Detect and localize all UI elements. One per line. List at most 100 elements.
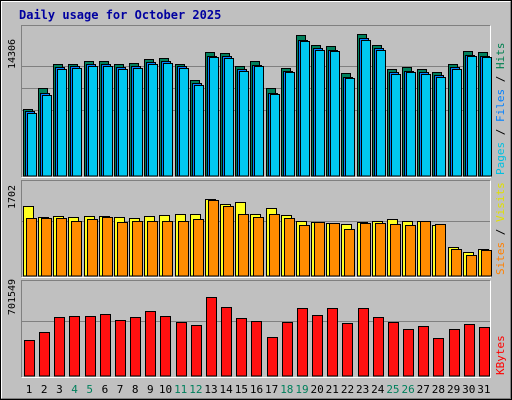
x-tick-label: 18 xyxy=(280,383,293,396)
bar-hits-pages-day-30 xyxy=(467,56,477,177)
bar-hits-pages-day-11 xyxy=(179,68,189,177)
x-tick-label: 16 xyxy=(250,383,263,396)
bar-kbytes-kbytes-day-28 xyxy=(433,338,444,377)
bar-sites-sites-day-31 xyxy=(481,250,492,277)
bar-sites-sites-day-29 xyxy=(451,249,462,277)
bar-sites-sites-day-23 xyxy=(360,223,371,277)
bar-kbytes-kbytes-day-16 xyxy=(251,321,262,377)
x-tick-label: 25 xyxy=(386,383,399,396)
bar-kbytes-kbytes-day-11 xyxy=(176,322,187,377)
bar-sites-sites-day-3 xyxy=(56,218,67,277)
bar-kbytes-kbytes-day-7 xyxy=(115,320,126,377)
bar-hits-pages-day-29 xyxy=(452,69,462,177)
x-tick-label: 23 xyxy=(356,383,369,396)
x-tick-label: 13 xyxy=(204,383,217,396)
bar-hits-pages-day-28 xyxy=(436,77,446,177)
bar-hits-pages-day-1 xyxy=(27,113,37,177)
plot-bevel-dark xyxy=(21,180,491,278)
x-tick-label: 6 xyxy=(102,383,109,396)
bar-kbytes-kbytes-day-14 xyxy=(221,307,232,377)
plot-bevel-light xyxy=(21,180,491,278)
x-tick-label: 1 xyxy=(26,383,33,396)
bar-hits-pages-day-20 xyxy=(315,50,325,177)
panel-kbytes: 701549 KBytes xyxy=(7,279,507,378)
bar-sites-sites-day-15 xyxy=(238,214,249,277)
bar-hits-pages-day-10 xyxy=(163,63,173,177)
x-tick-label: 2 xyxy=(41,383,48,396)
x-tick-label: 31 xyxy=(477,383,490,396)
bar-kbytes-kbytes-day-13 xyxy=(206,297,217,377)
x-tick-label: 4 xyxy=(71,383,78,396)
legend-item: Sites xyxy=(494,242,507,275)
bar-kbytes-kbytes-day-6 xyxy=(100,314,111,377)
bar-sites-sites-day-13 xyxy=(208,200,219,277)
bar-sites-sites-day-9 xyxy=(147,221,158,277)
x-tick-label: 3 xyxy=(56,383,63,396)
legend-kbytes: KBytes xyxy=(494,335,507,375)
bar-hits-pages-day-31 xyxy=(482,57,492,177)
bar-sites-sites-day-12 xyxy=(193,219,204,277)
x-tick-label: 15 xyxy=(235,383,248,396)
bar-sites-sites-day-5 xyxy=(87,219,98,277)
panel-hits: 14306 Pages / Files / Hits xyxy=(7,25,507,178)
panel-sites: 1702 Sites / Visits xyxy=(7,180,507,278)
bar-kbytes-kbytes-day-23 xyxy=(358,308,369,377)
x-axis-labels: 1 2 3 4 5 6 7 8 9 10 11 12 13 14 15 16 17 18 19 20 21 22 23 24 2… xyxy=(26,383,491,396)
bar-sites-sites-day-21 xyxy=(329,223,340,277)
legend-item: Files xyxy=(494,89,507,122)
bar-kbytes-kbytes-day-25 xyxy=(388,322,399,377)
plot-bevel-dark xyxy=(21,280,491,378)
bar-sites-sites-day-6 xyxy=(102,217,113,277)
ymax-label-kbytes: 701549 xyxy=(7,279,18,315)
chart-title: Daily usage for October 2025 xyxy=(19,8,221,22)
bar-sites-sites-day-11 xyxy=(178,221,189,277)
bar-sites-sites-day-30 xyxy=(466,255,477,277)
x-tick-label: 9 xyxy=(147,383,154,396)
bar-hits-pages-day-26 xyxy=(406,72,416,177)
bar-kbytes-kbytes-day-24 xyxy=(373,317,384,377)
legend-item: Hits xyxy=(494,43,507,70)
x-tick-label: 17 xyxy=(265,383,278,396)
bar-hits-pages-day-3 xyxy=(57,69,67,177)
legend-item: / xyxy=(494,222,507,242)
bar-kbytes-kbytes-day-31 xyxy=(479,327,490,377)
bar-kbytes-kbytes-day-3 xyxy=(54,317,65,377)
plot-bevel-dark xyxy=(21,25,491,178)
x-tick-label: 7 xyxy=(117,383,124,396)
bar-sites-sites-day-25 xyxy=(390,224,401,277)
bar-hits-pages-day-12 xyxy=(194,85,204,177)
bar-hits-pages-day-2 xyxy=(42,95,52,177)
bar-hits-pages-day-22 xyxy=(345,78,355,177)
bar-kbytes-kbytes-day-1 xyxy=(24,340,35,377)
bar-hits-pages-day-5 xyxy=(88,66,98,177)
x-tick-label: 12 xyxy=(189,383,202,396)
x-tick-label: 26 xyxy=(401,383,414,396)
bar-sites-sites-day-28 xyxy=(435,224,446,277)
legend-item: Pages xyxy=(494,142,507,175)
bar-hits-pages-day-15 xyxy=(239,71,249,177)
x-tick-label: 10 xyxy=(159,383,172,396)
bar-kbytes-kbytes-day-9 xyxy=(145,311,156,377)
legend-item: KBytes xyxy=(494,335,507,375)
bar-sites-sites-day-20 xyxy=(314,222,325,277)
x-tick-label: 27 xyxy=(417,383,430,396)
bar-kbytes-kbytes-day-12 xyxy=(191,325,202,377)
bar-hits-pages-day-14 xyxy=(224,58,234,177)
bar-kbytes-kbytes-day-8 xyxy=(130,317,141,377)
bar-hits-pages-day-16 xyxy=(254,66,264,177)
legend-item: Visits xyxy=(494,182,507,222)
bar-hits-pages-day-6 xyxy=(103,66,113,177)
bar-kbytes-kbytes-day-27 xyxy=(418,326,429,377)
x-tick-label: 29 xyxy=(447,383,460,396)
bar-sites-sites-day-8 xyxy=(132,221,143,277)
x-tick-label: 19 xyxy=(295,383,308,396)
bar-hits-pages-day-25 xyxy=(391,74,401,177)
x-tick-label: 14 xyxy=(220,383,234,396)
bar-kbytes-kbytes-day-26 xyxy=(403,329,414,377)
bar-hits-pages-day-9 xyxy=(148,64,158,177)
bar-hits-pages-day-4 xyxy=(72,68,82,177)
bar-kbytes-kbytes-day-20 xyxy=(312,315,323,377)
bar-hits-pages-day-19 xyxy=(300,41,310,177)
